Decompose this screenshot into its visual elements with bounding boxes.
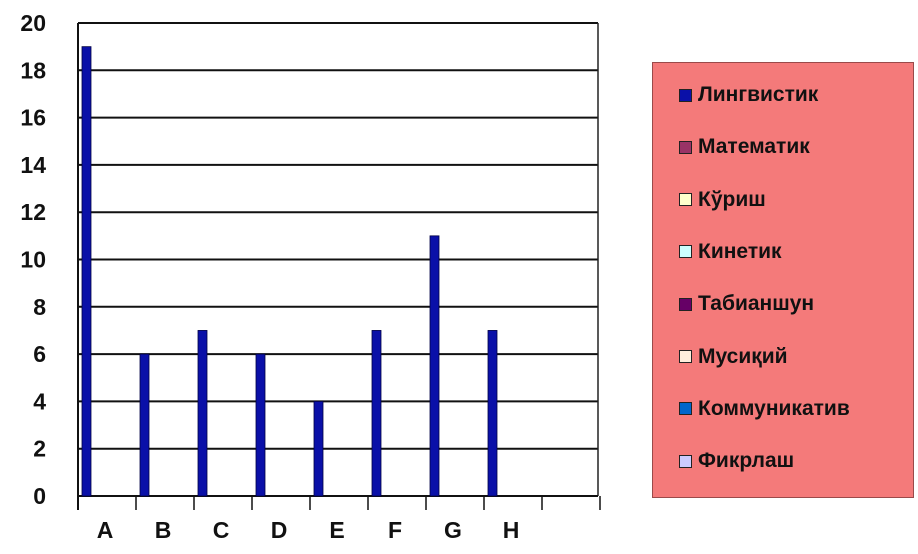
x-tick-label: E [329, 517, 344, 543]
legend-item: Коммуникатив [679, 397, 850, 421]
y-tick-label: 20 [20, 10, 46, 36]
legend-swatch [679, 402, 692, 416]
legend: Лингвистик Математик Кўриш Кинетик Табианшун… [652, 62, 914, 498]
legend-label: Коммуникатив [698, 396, 850, 420]
legend-label: Кинетик [698, 239, 782, 263]
legend-label: Фикрлаш [698, 449, 795, 473]
y-tick-label: 16 [20, 105, 46, 131]
bar-b [139, 353, 150, 497]
legend-swatch [679, 297, 692, 311]
y-tick-label: 12 [20, 199, 46, 225]
legend-swatch [679, 88, 692, 102]
bars [81, 46, 498, 497]
legend-item: Кинетик [679, 240, 782, 264]
legend-swatch [679, 193, 692, 207]
bar-e [313, 400, 324, 497]
bar-h [487, 330, 498, 497]
x-tick-label: D [271, 517, 288, 543]
x-tick-labels: A B C D E F G H [97, 517, 520, 543]
bar-f [371, 330, 382, 497]
bar-a [81, 46, 92, 497]
bar-d [255, 353, 266, 497]
legend-item: Кўриш [679, 188, 766, 212]
legend-item: Табианшун [679, 292, 814, 316]
y-tick-label: 2 [33, 436, 46, 462]
y-tick-labels: 0 2 4 6 8 10 12 14 16 18 20 [20, 10, 46, 509]
legend-swatch [679, 140, 692, 154]
x-tick-label: F [388, 517, 402, 543]
y-tick-label: 0 [33, 483, 46, 509]
y-tick-label: 6 [33, 341, 46, 367]
legend-swatch [679, 350, 692, 363]
axes [77, 23, 601, 510]
grid-lines [78, 22, 598, 450]
x-tick-label: B [155, 517, 172, 543]
x-tick-label: H [503, 517, 520, 543]
legend-label: Лингвистик [698, 83, 819, 106]
legend-label: Математик [698, 135, 810, 159]
legend-item: Фикрлаш [679, 449, 794, 473]
y-tick-label: 10 [20, 247, 46, 273]
legend-swatch [679, 454, 692, 468]
y-tick-label: 8 [33, 294, 46, 320]
x-tick-label: C [213, 517, 230, 543]
y-tick-label: 4 [33, 388, 46, 414]
legend-swatch [679, 245, 692, 259]
legend-label: Кўриш [698, 187, 766, 211]
y-tick-label: 18 [20, 57, 46, 83]
legend-label: Мусиқий [698, 344, 788, 368]
bar-c [197, 330, 208, 497]
legend-label: Табианшун [698, 292, 815, 316]
bar-g [429, 235, 440, 497]
legend-item: Мусиқий [679, 345, 788, 369]
x-tick-label: A [97, 517, 114, 543]
legend-item: Лингвистик [679, 83, 818, 107]
legend-item: Математик [679, 135, 810, 159]
y-tick-label: 14 [20, 152, 46, 178]
x-tick-label: G [444, 517, 462, 543]
